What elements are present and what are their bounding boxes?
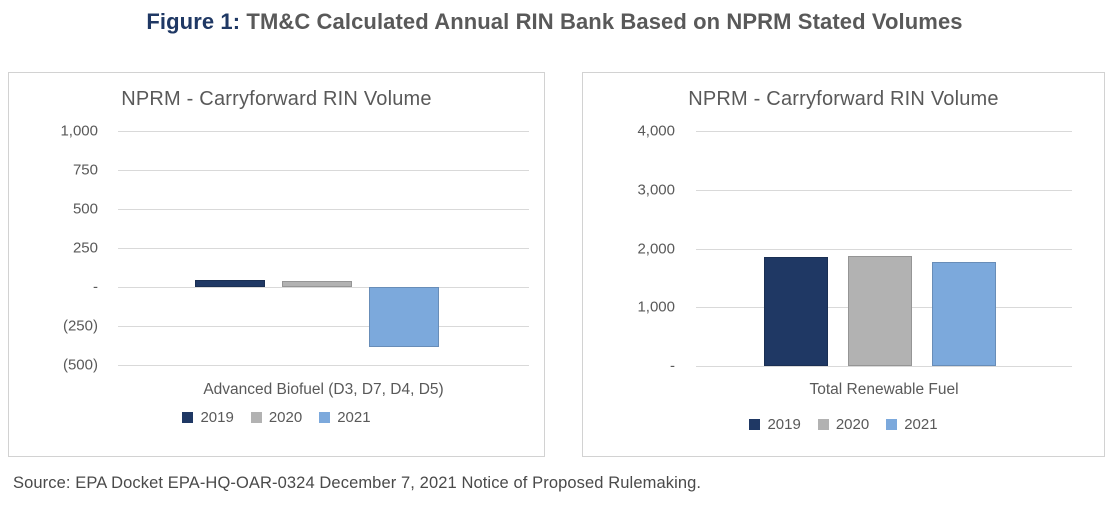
legend-label: 2021 <box>337 409 371 426</box>
bar-2020 <box>281 280 352 287</box>
figure-label: Figure 1: <box>146 9 241 34</box>
gridline <box>118 248 529 249</box>
legend-swatch-icon <box>749 419 761 430</box>
gridline <box>696 248 1072 250</box>
y-axis-tick-label: (250) <box>62 317 98 335</box>
chart-panel-total-renewable-fuel: NPRM - Carryforward RIN Volume Total Ren… <box>582 72 1105 457</box>
y-axis-tick-label: 2,000 <box>637 240 675 257</box>
chart-legend: 2019 2020 2021 <box>583 416 1104 433</box>
y-axis-tick-label: 1,000 <box>60 122 98 140</box>
gridline <box>118 326 529 327</box>
y-axis-tick-label: 500 <box>72 200 98 218</box>
legend-item-2019: 2019 <box>182 409 234 426</box>
legend-item-2021: 2021 <box>319 409 371 426</box>
y-axis-tick-label: 3,000 <box>637 181 675 199</box>
y-axis-tick-label: - <box>93 278 98 296</box>
legend-item-2019: 2019 <box>749 416 801 433</box>
x-axis-label: Total Renewable Fuel <box>809 381 959 398</box>
legend-item-2020: 2020 <box>250 409 303 426</box>
y-axis-tick-label: 4,000 <box>637 122 675 140</box>
gridline <box>118 365 529 366</box>
bar-2021 <box>368 287 439 348</box>
legend-label: 2020 <box>268 409 303 426</box>
legend-label: 2021 <box>904 416 938 433</box>
y-axis-tick-label: 750 <box>72 161 98 179</box>
chart-legend: 2019 2020 2021 <box>9 409 544 426</box>
legend-swatch-icon <box>886 419 898 430</box>
legend-swatch-icon <box>250 412 262 423</box>
legend-swatch-icon <box>817 419 829 430</box>
chart-panel-advanced-biofuel: NPRM - Carryforward RIN Volume Advanced … <box>8 72 545 457</box>
gridline <box>696 131 1072 132</box>
gridline <box>696 189 1072 191</box>
chart-title: NPRM - Carryforward RIN Volume <box>688 88 999 110</box>
chart-title: NPRM - Carryforward RIN Volume <box>121 88 432 110</box>
gridline <box>118 131 529 132</box>
y-axis-tick-label: - <box>670 357 675 375</box>
bar-2021 <box>932 262 996 366</box>
legend-swatch-icon <box>182 412 194 423</box>
legend-label: 2019 <box>767 416 801 433</box>
legend-item-2020: 2020 <box>817 416 870 433</box>
y-axis-tick-label: (500) <box>62 356 98 374</box>
gridline <box>696 366 1072 367</box>
bar-2020 <box>848 256 912 366</box>
figure-title: Figure 1: TM&C Calculated Annual RIN Ban… <box>0 9 1109 35</box>
figure-title-text: TM&C Calculated Annual RIN Bank Based on… <box>240 9 963 34</box>
bar-2019 <box>764 257 828 366</box>
y-axis-tick-label: 1,000 <box>637 298 675 316</box>
legend-label: 2019 <box>200 409 234 426</box>
source-note: Source: EPA Docket EPA-HQ-OAR-0324 Decem… <box>13 474 702 492</box>
bar-2019 <box>194 279 265 287</box>
legend-item-2021: 2021 <box>886 416 938 433</box>
gridline <box>118 209 529 210</box>
gridline <box>118 287 529 288</box>
x-axis-label: Advanced Biofuel (D3, D7, D4, D5) <box>203 381 444 398</box>
y-axis-tick-label: 250 <box>72 239 98 257</box>
legend-label: 2020 <box>835 416 870 433</box>
legend-swatch-icon <box>319 412 331 423</box>
gridline <box>118 170 529 171</box>
